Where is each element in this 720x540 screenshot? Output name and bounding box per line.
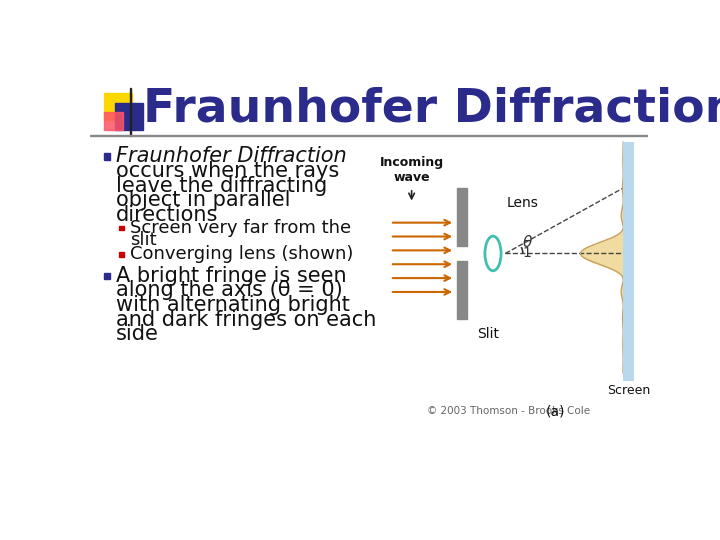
Text: and dark fringes on each: and dark fringes on each bbox=[116, 309, 376, 329]
Text: Fraunhofer Diffraction: Fraunhofer Diffraction bbox=[143, 86, 720, 131]
Text: $\theta$: $\theta$ bbox=[523, 234, 534, 251]
Text: A bright fringe is seen: A bright fringe is seen bbox=[116, 266, 346, 286]
Text: Lens: Lens bbox=[507, 195, 539, 210]
Bar bbox=[104, 153, 110, 159]
Bar bbox=[130, 88, 132, 136]
Text: occurs when the rays: occurs when the rays bbox=[116, 161, 339, 181]
Text: Incoming
wave: Incoming wave bbox=[379, 156, 444, 184]
Bar bbox=[114, 103, 143, 130]
Text: leave the diffracting: leave the diffracting bbox=[116, 176, 327, 195]
Bar bbox=[456, 188, 467, 246]
Text: side: side bbox=[116, 325, 158, 345]
Text: slit: slit bbox=[130, 231, 157, 249]
Text: object in parallel: object in parallel bbox=[116, 190, 290, 210]
Bar bbox=[104, 92, 132, 120]
Bar bbox=[624, 142, 634, 381]
Bar bbox=[90, 135, 648, 137]
Text: © 2003 Thomson - Brooks Cole: © 2003 Thomson - Brooks Cole bbox=[427, 406, 590, 416]
Bar bbox=[104, 112, 122, 130]
Text: Fraunhofer Diffraction: Fraunhofer Diffraction bbox=[116, 146, 346, 166]
Bar bbox=[456, 261, 467, 319]
Text: Screen: Screen bbox=[607, 384, 650, 397]
Bar bbox=[104, 273, 110, 279]
Text: Converging lens (shown): Converging lens (shown) bbox=[130, 245, 354, 263]
Text: Screen very far from the: Screen very far from the bbox=[130, 219, 351, 237]
Text: Slit: Slit bbox=[477, 327, 500, 341]
Bar bbox=[120, 252, 124, 256]
Bar bbox=[384, 138, 648, 419]
Text: (a): (a) bbox=[546, 404, 565, 418]
Bar bbox=[120, 226, 124, 231]
Text: directions: directions bbox=[116, 205, 218, 225]
Text: 1: 1 bbox=[523, 246, 531, 260]
Text: along the axis (θ = 0): along the axis (θ = 0) bbox=[116, 280, 342, 300]
Text: with alternating bright: with alternating bright bbox=[116, 295, 349, 315]
